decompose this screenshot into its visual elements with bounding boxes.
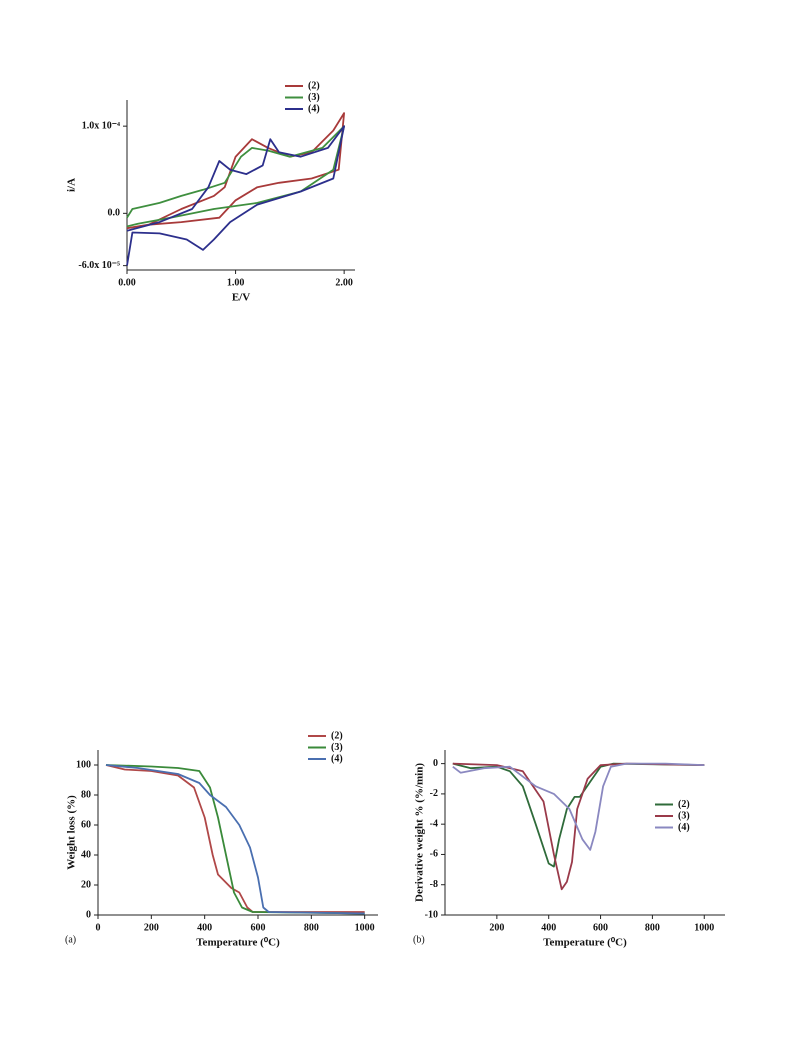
legend-label: (2) xyxy=(331,730,343,741)
x-tick-label: 0 xyxy=(96,922,101,933)
x-axis-label: E/V xyxy=(232,292,250,304)
series-line xyxy=(105,764,365,915)
x-tick-label: 600 xyxy=(251,922,266,933)
legend-label: (2) xyxy=(308,80,320,91)
series-line xyxy=(126,125,345,266)
y-tick-label: 40 xyxy=(81,849,91,860)
y-tick-label: -6 xyxy=(430,849,438,860)
y-tick-label: 1.0x 10⁻⁴ xyxy=(82,120,120,131)
y-axis-label: i/A xyxy=(66,178,78,192)
y-tick-label: 20 xyxy=(81,879,91,890)
legend-label: (4) xyxy=(331,753,343,764)
legend-label: (3) xyxy=(678,810,690,821)
x-tick-label: 600 xyxy=(593,922,608,933)
y-tick-label: 0 xyxy=(433,758,438,769)
y-tick-label: 80 xyxy=(81,789,91,800)
legend-label: (2) xyxy=(678,799,690,810)
y-axis-label: Derivative weight % (%/min) xyxy=(414,763,426,902)
series-line xyxy=(452,762,705,891)
x-axis-label: Temperature (⁰C) xyxy=(543,937,627,949)
x-tick-label: 200 xyxy=(489,922,504,933)
series-line xyxy=(452,762,705,851)
panel-label: (b) xyxy=(413,934,425,945)
y-tick-label: -8 xyxy=(430,879,438,890)
panel-label: (a) xyxy=(65,934,76,945)
y-tick-label: 0 xyxy=(86,909,91,920)
legend-label: (4) xyxy=(678,822,690,833)
y-tick-label: -2 xyxy=(430,788,438,799)
x-tick-label: 1000 xyxy=(694,922,714,933)
x-tick-label: 2.00 xyxy=(335,277,353,288)
x-tick-label: 200 xyxy=(144,922,159,933)
x-tick-label: 400 xyxy=(541,922,556,933)
legend-label: (3) xyxy=(308,92,320,103)
x-tick-label: 0.00 xyxy=(118,277,136,288)
series-line xyxy=(126,112,345,230)
y-tick-label: 0.0 xyxy=(108,208,121,219)
y-axis-label: Weight loss (%) xyxy=(66,795,78,870)
x-tick-label: 1.00 xyxy=(227,277,245,288)
x-axis-label: Temperature (⁰C) xyxy=(196,937,280,949)
y-tick-label: -10 xyxy=(425,909,438,920)
x-tick-label: 1000 xyxy=(355,922,375,933)
x-tick-label: 800 xyxy=(304,922,319,933)
series-line xyxy=(105,764,365,915)
x-tick-label: 400 xyxy=(197,922,212,933)
series-line xyxy=(105,764,365,913)
y-tick-label: 60 xyxy=(81,819,91,830)
legend-label: (4) xyxy=(308,103,320,114)
y-tick-label: 100 xyxy=(76,759,91,770)
series-line xyxy=(126,125,345,228)
legend-label: (3) xyxy=(331,742,343,753)
x-tick-label: 800 xyxy=(645,922,660,933)
series-line xyxy=(452,762,705,868)
y-tick-label: -4 xyxy=(430,818,438,829)
y-tick-label: -6.0x 10⁻⁵ xyxy=(78,260,120,271)
